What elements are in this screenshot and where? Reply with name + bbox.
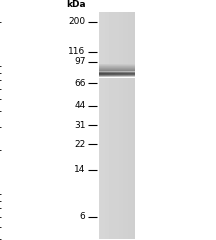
Text: 116: 116	[68, 48, 86, 56]
Text: 22: 22	[74, 140, 86, 149]
Text: kDa: kDa	[66, 0, 86, 9]
Text: 6: 6	[80, 212, 86, 221]
Text: 200: 200	[68, 17, 86, 26]
Text: 44: 44	[74, 101, 86, 110]
Text: 14: 14	[74, 165, 86, 174]
Text: 66: 66	[74, 79, 86, 88]
Text: 31: 31	[74, 121, 86, 130]
Text: 97: 97	[74, 57, 86, 66]
